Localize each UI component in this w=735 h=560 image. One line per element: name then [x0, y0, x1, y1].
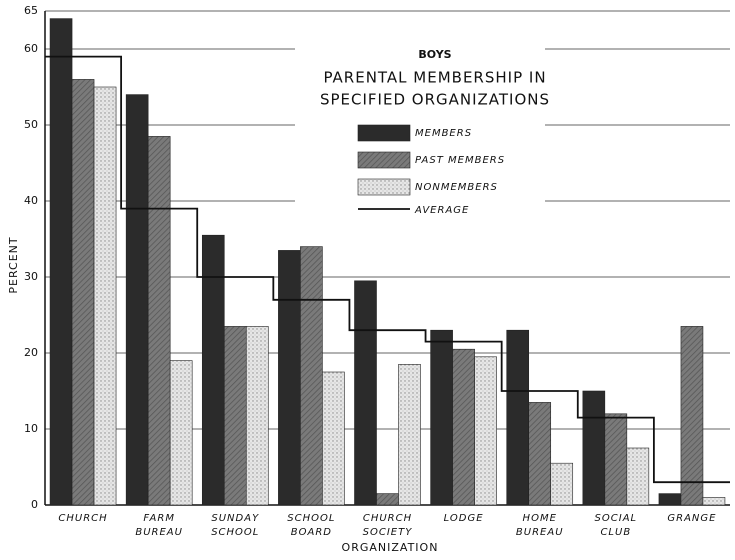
bar [528, 402, 552, 506]
bar [169, 360, 193, 506]
bar [604, 413, 628, 506]
bar [506, 329, 530, 506]
average-line [45, 55, 730, 484]
y-tick-label: 10 [24, 422, 38, 435]
bar [201, 234, 225, 506]
x-tick-label: BUREAU [516, 527, 564, 538]
legend-swatch [357, 151, 411, 169]
x-tick-label: CHURCH [58, 513, 107, 524]
y-tick-label: 65 [24, 4, 38, 17]
chart-title: SPECIFIED ORGANIZATIONS [320, 91, 550, 109]
x-tick-label: CHURCH [363, 513, 412, 524]
x-tick-label: GRANGE [667, 513, 716, 524]
bar [550, 462, 574, 506]
bar [582, 390, 606, 506]
x-tick-label: LODGE [444, 513, 484, 524]
x-tick-label: BUREAU [135, 527, 183, 538]
bar [245, 326, 269, 506]
bar [398, 364, 421, 506]
x-tick-label: BOARD [291, 527, 332, 538]
legend-swatch [357, 124, 411, 142]
bar [125, 94, 149, 506]
bar [702, 497, 726, 506]
x-axis-label: ORGANIZATION [342, 541, 439, 554]
x-tick-label: FARM [143, 513, 175, 524]
bar [300, 246, 323, 506]
y-tick-label: 60 [24, 42, 38, 55]
legend-label: PAST MEMBERS [415, 155, 505, 166]
bar [680, 326, 704, 506]
annotation: BOYS [418, 48, 451, 61]
bar [430, 329, 453, 506]
x-tick-label: SOCIAL [595, 513, 638, 524]
y-tick-label: 50 [24, 118, 38, 131]
x-tick-label: HOME [523, 513, 557, 524]
bar [71, 79, 95, 506]
bar [147, 136, 171, 506]
y-tick-label: 40 [24, 194, 38, 207]
x-tick-label: SOCIETY [363, 527, 413, 538]
legend-label: MEMBERS [415, 128, 472, 139]
legend-label: AVERAGE [414, 205, 469, 216]
y-axis-label: PERCENT [7, 236, 20, 293]
bar [49, 18, 73, 506]
bar [278, 250, 301, 506]
bar [452, 348, 475, 506]
legend-swatch [357, 178, 411, 196]
bar [93, 86, 117, 506]
x-tick-label: CLUB [600, 527, 631, 538]
legend-backdrop [295, 40, 545, 220]
x-tick-label: SUNDAY [211, 513, 259, 524]
y-tick-label: 30 [24, 270, 38, 283]
bar [474, 356, 497, 506]
y-tick-label: 20 [24, 346, 38, 359]
x-tick-label: SCHOOL [287, 513, 335, 524]
bar [322, 371, 345, 506]
bar [658, 493, 682, 506]
legend-label: NONMEMBERS [415, 182, 498, 193]
y-tick-label: 0 [31, 498, 38, 511]
x-tick-label: SCHOOL [211, 527, 259, 538]
chart-title: PARENTAL MEMBERSHIP IN [323, 69, 546, 87]
bar [223, 326, 247, 506]
bar [626, 447, 650, 506]
bar [376, 493, 399, 506]
bar [354, 280, 377, 506]
